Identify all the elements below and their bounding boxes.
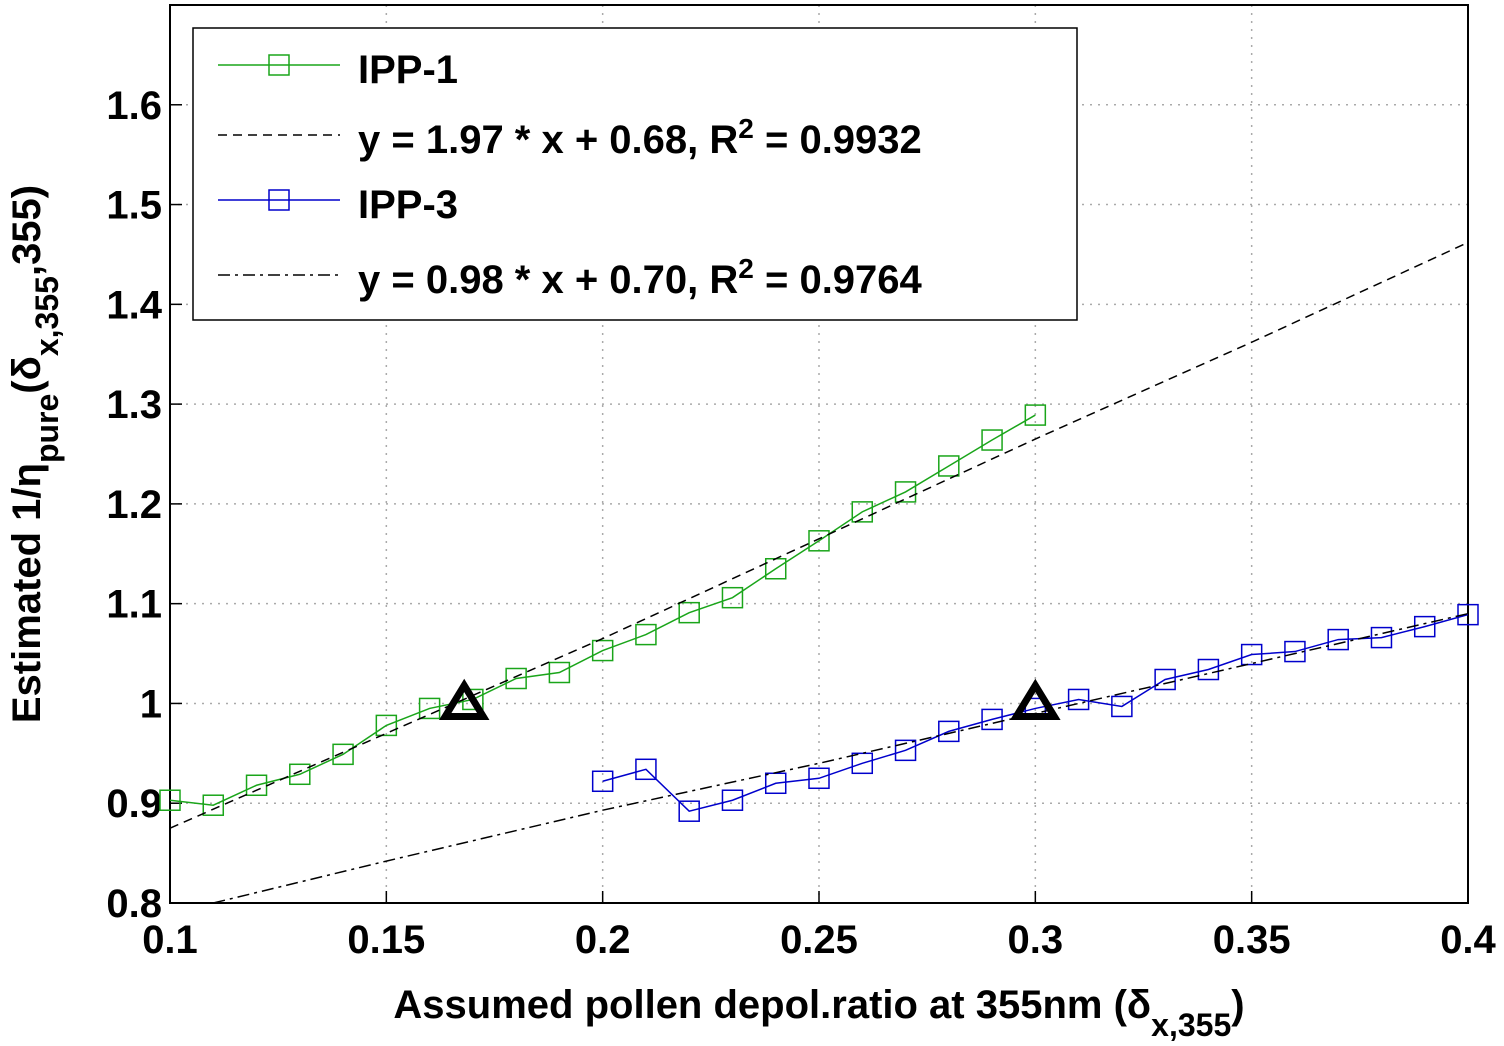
series-line xyxy=(602,613,1468,813)
y-tick-label: 1.3 xyxy=(106,383,162,427)
marker xyxy=(1154,668,1176,691)
marker xyxy=(981,429,1003,451)
marker xyxy=(635,758,657,781)
legend-tail: = 0.9932 xyxy=(754,118,922,162)
y-axis-label-part: ,355) xyxy=(5,185,49,276)
x-tick-label: 0.25 xyxy=(780,918,858,962)
legend-text: y = 1.97 * x + 0.68, R xyxy=(358,118,738,162)
marker xyxy=(721,789,744,811)
legend-box xyxy=(192,27,1078,321)
legend-text: IPP-1 xyxy=(358,48,458,92)
triangle-marker xyxy=(1010,678,1061,720)
plot-frame xyxy=(169,4,1469,904)
marker xyxy=(1327,628,1349,651)
marker xyxy=(375,714,398,737)
marker xyxy=(1111,695,1133,718)
x-axis-label: Assumed pollen depol.ratio at 355nm (δx,… xyxy=(393,983,1244,1043)
legend-sup: 2 xyxy=(738,253,754,284)
marker xyxy=(721,586,744,609)
triangle-marker xyxy=(438,678,490,720)
marker xyxy=(808,530,830,552)
marker xyxy=(505,667,527,690)
marker xyxy=(808,767,830,790)
marker xyxy=(894,481,917,503)
x-tick-label: 0.35 xyxy=(1213,918,1291,962)
marker xyxy=(289,763,311,786)
marker xyxy=(678,800,700,822)
marker xyxy=(1067,688,1090,711)
marker xyxy=(1024,404,1047,426)
marker xyxy=(894,739,917,762)
marker xyxy=(159,789,181,811)
x-axis-label-part: Assumed pollen depol.ratio at 355nm (δ xyxy=(393,983,1151,1027)
legend-sup: 2 xyxy=(738,113,754,144)
legend-label: y = 1.97 * x + 0.68, R2 = 0.9932 xyxy=(358,113,922,163)
y-tick-label: 1.6 xyxy=(106,84,162,128)
marker xyxy=(591,639,614,662)
marker xyxy=(202,794,225,816)
y-tick-label: 1 xyxy=(140,682,162,726)
y-axis-label-part: (δ xyxy=(5,356,49,394)
legend-tail: = 0.9764 xyxy=(754,258,923,302)
x-tick-label: 0.1 xyxy=(142,918,198,962)
marker xyxy=(635,623,657,646)
y-tick-label: 0.9 xyxy=(106,782,162,826)
x-tick-label: 0.2 xyxy=(575,918,631,962)
marker xyxy=(418,697,441,720)
x-tick-label: 0.4 xyxy=(1440,918,1496,962)
y-tick-label: 1.4 xyxy=(106,283,162,327)
legend-label: IPP-1 xyxy=(358,48,458,92)
marker xyxy=(548,661,571,684)
legend-label: IPP-3 xyxy=(358,183,458,227)
x-tick-label: 0.15 xyxy=(347,918,425,962)
series-line xyxy=(170,241,1468,829)
legend-text: IPP-3 xyxy=(358,183,458,227)
x-tick-label: 0.3 xyxy=(1008,918,1064,962)
y-axis-label: Estimated 1/ηpure(δx,355,355) xyxy=(5,185,65,723)
legend-marker xyxy=(268,189,290,211)
marker xyxy=(938,720,960,743)
y-tick-label: 1.1 xyxy=(106,583,162,627)
marker xyxy=(938,455,960,477)
x-axis-label-part: ) xyxy=(1231,983,1244,1027)
marker xyxy=(981,708,1003,731)
x-axis-label-part: x,355 xyxy=(1151,1007,1231,1043)
marker xyxy=(1240,643,1263,666)
marker xyxy=(591,770,614,793)
series-line xyxy=(213,612,1468,903)
y-axis-label-part: Estimated 1/η xyxy=(5,463,49,723)
legend-marker xyxy=(268,54,290,76)
legend-text: y = 0.98 * x + 0.70, R xyxy=(358,258,738,302)
marker xyxy=(1457,603,1479,626)
y-tick-label: 1.2 xyxy=(106,483,162,527)
y-tick-label: 0.8 xyxy=(106,882,162,926)
legend-label: y = 0.98 * x + 0.70, R2 = 0.9764 xyxy=(358,253,923,303)
marker xyxy=(1370,626,1393,649)
marker xyxy=(1197,658,1220,681)
y-axis-label-part: pure xyxy=(29,394,65,463)
y-axis-label-part: x,355 xyxy=(29,276,65,356)
marker xyxy=(1284,640,1306,663)
series-line xyxy=(170,414,1036,806)
marker xyxy=(332,743,354,766)
marker xyxy=(851,501,874,523)
marker xyxy=(678,601,700,624)
y-tick-label: 1.5 xyxy=(106,184,162,228)
marker xyxy=(851,752,874,775)
